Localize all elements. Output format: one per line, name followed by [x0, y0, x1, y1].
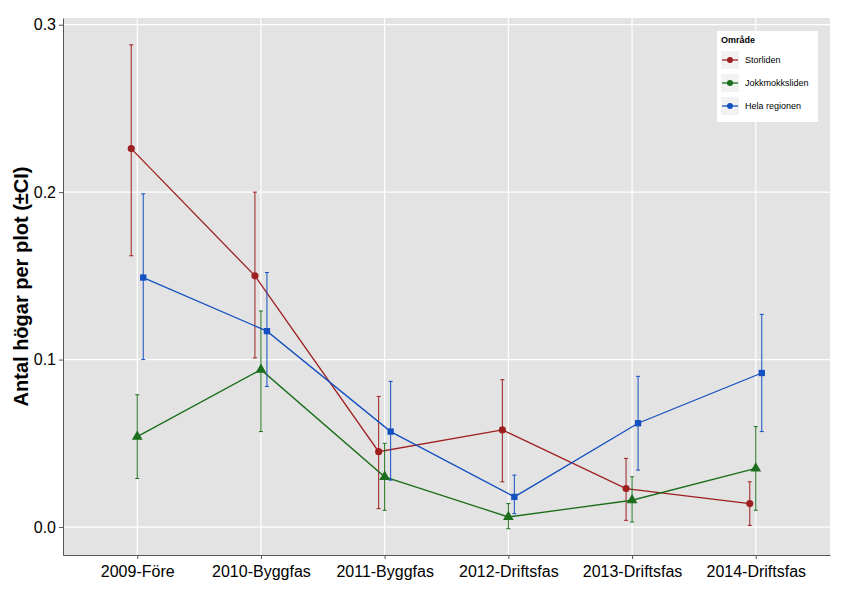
legend-key-marker — [727, 103, 733, 109]
series — [132, 311, 761, 529]
series — [128, 45, 754, 526]
x-tick: 2014-Driftsfas — [706, 555, 806, 580]
point — [759, 370, 765, 376]
point — [511, 494, 517, 500]
grid-line — [260, 18, 261, 555]
grid-line — [631, 18, 632, 555]
legend: Område Storliden Jokkmokksliden Hela region… — [717, 31, 818, 122]
grid-line — [63, 526, 830, 527]
x-tick-mark — [261, 555, 262, 559]
point — [499, 426, 506, 433]
grid-line — [508, 18, 509, 555]
y-tick-label: 0.3 — [34, 16, 56, 33]
x-axis-line — [64, 555, 831, 556]
series-line — [143, 278, 762, 497]
chart: 0.0 0.1 0.2 0.3 2009-Före 2010-Byggfas 2011-By… — [0, 0, 850, 592]
y-tick-label: 0.0 — [34, 519, 56, 536]
legend-key-marker — [727, 57, 733, 63]
x-tick-label: 2014-Driftsfas — [706, 563, 806, 580]
legend-box — [717, 31, 818, 122]
y-tick: 0.0 — [34, 519, 63, 536]
grid-line — [137, 18, 138, 555]
point — [627, 494, 638, 503]
x-tick: 2010-Byggfas — [212, 555, 311, 580]
grid-line — [63, 24, 830, 25]
x-tick: 2009-Före — [101, 555, 175, 580]
x-tick-label: 2010-Byggfas — [212, 563, 311, 580]
point — [375, 448, 382, 455]
grid-line — [63, 192, 830, 193]
x-axis: 2009-Före 2010-Byggfas 2011-Byggfas 2012-Dr… — [64, 555, 831, 580]
x-tick-label: 2013-Driftsfas — [583, 563, 683, 580]
point — [140, 274, 146, 280]
point — [256, 363, 267, 372]
y-tick: 0.3 — [34, 16, 63, 33]
y-tick: 0.2 — [34, 184, 63, 201]
legend-entry: Storliden — [721, 51, 781, 69]
y-tick-mark — [59, 527, 63, 528]
y-axis-title: Antal högar per plot (±CI) — [10, 167, 32, 407]
x-tick: 2013-Driftsfas — [583, 555, 683, 580]
grid — [63, 18, 830, 555]
x-tick-mark — [137, 555, 138, 559]
y-tick-mark — [59, 192, 63, 193]
x-tick: 2011-Byggfas — [336, 555, 434, 580]
y-tick: 0.1 — [34, 351, 63, 368]
series-line — [137, 370, 756, 517]
x-tick-label: 2011-Byggfas — [336, 563, 434, 580]
point — [750, 462, 761, 471]
plot-background — [63, 18, 830, 555]
y-tick-label: 0.2 — [34, 184, 56, 201]
point — [622, 485, 629, 492]
legend-label: Jokkmokksliden — [745, 78, 809, 88]
x-tick: 2012-Driftsfas — [459, 555, 559, 580]
series-line — [131, 149, 750, 504]
legend-key-bg — [721, 74, 739, 92]
point — [264, 328, 270, 334]
point — [128, 145, 135, 152]
x-tick-mark — [632, 555, 633, 559]
y-tick-mark — [59, 25, 63, 26]
x-tick-mark — [508, 555, 509, 559]
point — [635, 420, 641, 426]
point — [503, 511, 514, 520]
y-axis: 0.0 0.1 0.2 0.3 — [34, 16, 64, 555]
series — [140, 194, 765, 514]
legend-entry: Hela regionen — [721, 97, 801, 115]
point — [251, 272, 258, 279]
legend-label: Storliden — [745, 55, 781, 65]
legend-title: Område — [721, 35, 755, 45]
legend-key-bg — [721, 97, 739, 115]
x-tick-label: 2009-Före — [101, 563, 175, 580]
x-tick-mark — [756, 555, 757, 559]
point — [387, 428, 393, 434]
y-tick-mark — [59, 360, 63, 361]
grid-line — [63, 359, 830, 360]
plot-area — [128, 45, 765, 529]
point — [746, 500, 753, 507]
point — [132, 430, 143, 439]
legend-label: Hela regionen — [745, 101, 801, 111]
x-tick-mark — [385, 555, 386, 559]
legend-key-bg — [721, 51, 739, 69]
x-tick-label: 2012-Driftsfas — [459, 563, 559, 580]
legend-entry: Jokkmokksliden — [721, 74, 809, 92]
y-tick-label: 0.1 — [34, 351, 56, 368]
point — [379, 471, 390, 480]
legend-key-marker — [727, 80, 733, 86]
y-axis-line — [63, 19, 64, 556]
